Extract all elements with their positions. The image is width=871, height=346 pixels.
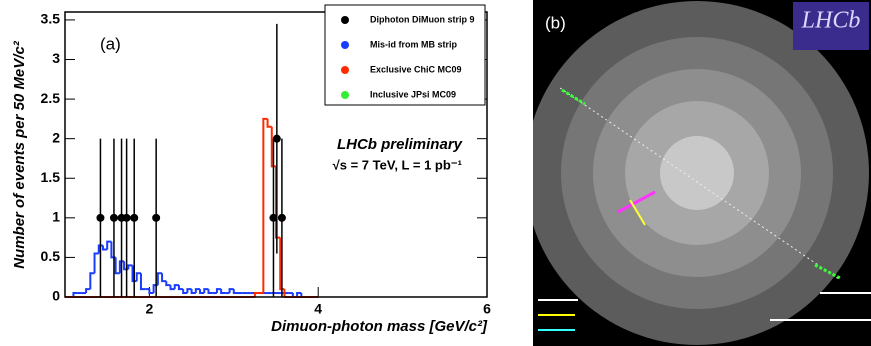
annotation: √s = 7 TeV, L = 1 pb⁻¹ [333,157,462,172]
legend-marker [341,16,349,24]
ring [660,136,734,210]
data-point [278,214,286,222]
figure: 0 0.5 1 1.5 2 2.5 3 3.5 2 4 6 (a) LHCb preliminary… [0,0,871,346]
data-point [123,214,131,222]
y-tick-label: 0.5 [41,248,61,264]
y-axis-label: Number of events per 50 MeV/c² [11,40,28,269]
x-tick-label: 4 [314,301,322,317]
event-display: LHCb (b) [525,0,871,346]
panel-label: (b) [545,13,566,32]
legend-label: Diphoton DiMuon strip 9 [370,14,474,24]
y-tick-label: 1 [52,209,60,225]
legend-label: Exclusive ChiC MC09 [370,64,462,74]
page: 0 0.5 1 1.5 2 2.5 3 3.5 2 4 6 (a) LHCb preliminary… [0,0,871,346]
legend-label: Mis-id from MB strip [370,39,458,49]
y-tick-label: 3 [52,50,60,66]
y-tick-label: 3.5 [41,11,61,27]
data-point [273,135,281,143]
y-tick-label: 2.5 [41,90,61,106]
x-axis-label: Dimuon-photon mass [GeV/c²] [271,318,488,335]
legend-label: Inclusive JPsi MC09 [370,89,456,99]
logo: LHCb [801,8,861,34]
data-point [96,214,104,222]
x-tick-label: 6 [483,301,491,317]
legend-marker [341,91,349,99]
data-point [152,214,160,222]
legend-marker [341,66,349,74]
y-tick-label: 1.5 [41,169,61,185]
y-tick-label: 2 [52,129,60,145]
y-tick-label: 0 [52,288,60,304]
legend-marker [341,41,349,49]
x-tick-label: 2 [146,301,154,317]
data-point [110,214,118,222]
annotation: LHCb preliminary [337,136,463,153]
panel-label: (a) [100,34,121,53]
data-point [130,214,138,222]
